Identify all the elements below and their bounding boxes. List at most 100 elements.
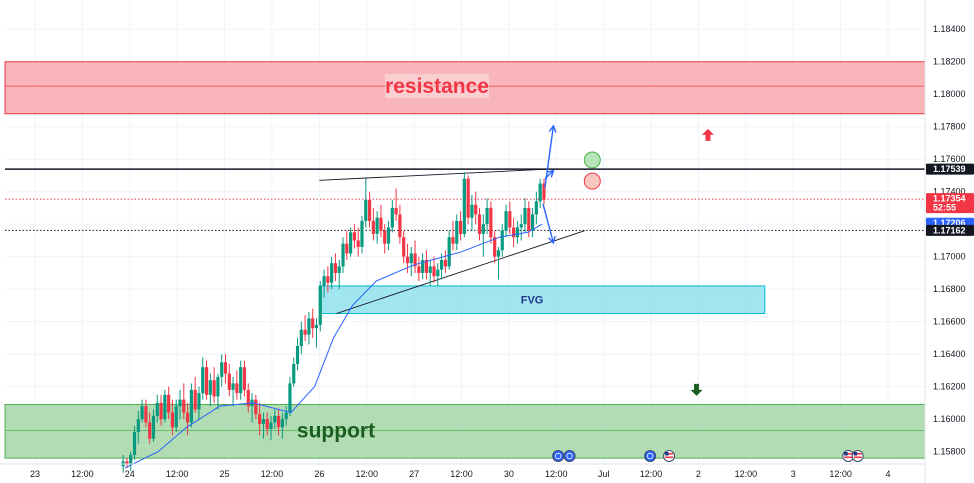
candle-body — [443, 259, 447, 267]
candle-body — [254, 399, 258, 415]
candle-body — [394, 207, 398, 215]
candle-body — [367, 199, 372, 221]
flag-canton — [853, 452, 858, 456]
candle-body — [125, 461, 129, 465]
zones — [4, 61, 926, 459]
candle-body — [208, 380, 212, 395]
candle-body — [496, 250, 501, 257]
x-axis: 23 12:00 24 12:00 25 12:00 26 12:00 27 12:00 30 12:… — [0, 463, 925, 479]
candle-body — [235, 383, 239, 394]
candle-body — [360, 220, 364, 247]
globe-ring — [554, 452, 562, 460]
down-arrow-marker — [690, 383, 703, 396]
x-tick-label: 3 — [791, 469, 796, 479]
candle-body — [273, 415, 277, 423]
candle-body — [299, 329, 303, 347]
candle-body — [151, 415, 156, 439]
candle-body — [477, 214, 482, 234]
flag-canton — [665, 452, 669, 456]
candle-body — [417, 266, 421, 273]
candle-body — [504, 211, 508, 231]
candle-body — [269, 422, 273, 429]
flag-stripe — [665, 456, 674, 459]
x-tick-label: 24 — [125, 469, 135, 479]
y-tick-label: 1.17800 — [933, 122, 966, 132]
x-tick-label: 4 — [885, 469, 890, 479]
candle-body — [197, 393, 201, 410]
x-tick-label: 23 — [30, 469, 40, 479]
candle-body — [193, 389, 197, 410]
candle-body — [352, 232, 357, 241]
candle-body — [470, 204, 474, 218]
countdown-label: 52:55 — [933, 203, 956, 213]
x-tick-label: Jul — [598, 469, 610, 479]
candle-body — [303, 329, 307, 335]
candle-body — [182, 399, 186, 413]
flag-stripe — [853, 456, 862, 459]
candle-body — [295, 346, 300, 364]
candle-body — [185, 412, 190, 423]
candle-body — [515, 227, 520, 238]
signal-circle — [583, 172, 601, 190]
event-flag-globe — [563, 450, 576, 462]
candle-body — [451, 237, 455, 244]
y-tick-label: 1.17400 — [933, 187, 966, 197]
candle-body — [481, 224, 485, 234]
candle-body — [364, 199, 368, 221]
candle-body — [204, 367, 209, 395]
candle-body — [148, 422, 152, 439]
x-tick-label: 12:00 — [71, 469, 94, 479]
flag-stripe — [665, 453, 674, 455]
candle-body — [383, 230, 387, 244]
candle-body — [519, 224, 523, 228]
support-label: support — [297, 420, 375, 443]
candle-body — [405, 256, 410, 264]
candle-body — [144, 406, 148, 423]
candle-body — [311, 318, 315, 329]
up-arrow-marker — [701, 128, 714, 141]
candle-body — [356, 240, 360, 247]
candle-body — [261, 419, 266, 425]
candle-body — [276, 415, 281, 428]
candle-body — [512, 227, 516, 238]
y-tick-label: 1.16400 — [933, 349, 966, 359]
candle-body — [239, 367, 243, 394]
candle-body — [322, 276, 326, 286]
arrow-head — [548, 124, 557, 133]
candle-body — [455, 220, 459, 244]
candle-body — [174, 406, 178, 428]
x-tick-label: 25 — [220, 469, 230, 479]
y-axis: 1.18400 1.18200 1.18000 1.17800 1.17600 1.174… — [924, 0, 974, 483]
candle-body — [386, 227, 391, 244]
x-tick-label: 12:00 — [166, 469, 189, 479]
candle-body — [170, 412, 175, 428]
price-tag — [926, 163, 974, 175]
x-tick-label: 27 — [409, 469, 419, 479]
y-tick-label: 1.15800 — [933, 447, 966, 457]
y-tick-label: 1.18400 — [933, 24, 966, 34]
globe-ring — [566, 452, 573, 460]
price-tag-label: 1.17162 — [933, 225, 966, 235]
candle-body — [223, 362, 228, 374]
x-tick-label: 26 — [314, 469, 324, 479]
fvg-zone — [318, 285, 766, 315]
candle-body — [439, 259, 444, 270]
candle-body — [530, 214, 535, 231]
candle-body — [258, 414, 262, 425]
y-tick-label: 1.17600 — [933, 154, 966, 164]
candle-body — [292, 363, 296, 384]
x-tick-label: 12:00 — [545, 469, 568, 479]
candle-body — [227, 373, 231, 390]
candle-body — [379, 217, 383, 231]
candle-body — [159, 402, 163, 420]
candle-body — [326, 276, 330, 283]
annotations: resistance FVG support — [297, 74, 714, 443]
candle-body — [424, 259, 429, 273]
candle-body — [466, 178, 470, 218]
y-tick-label: 1.18200 — [933, 57, 966, 67]
candle-body — [341, 243, 345, 267]
candle-body — [307, 318, 311, 335]
candle-body — [140, 406, 144, 420]
